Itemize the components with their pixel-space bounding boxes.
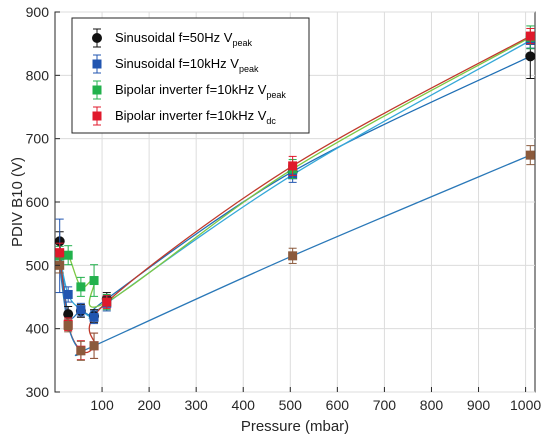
- legend-label-main: Sinusoidal f=10kHz V: [115, 56, 239, 71]
- x-tick-label: 900: [467, 397, 491, 413]
- data-point: [63, 286, 73, 303]
- point-marker: [63, 321, 73, 330]
- legend-label: Sinusoidal f=50Hz Vpeak: [115, 30, 252, 48]
- legend-entry: Bipolar inverter f=10kHz Vdc: [92, 106, 276, 126]
- y-tick-label: 600: [26, 194, 50, 210]
- data-point: [288, 155, 298, 176]
- data-point: [525, 27, 535, 45]
- point-marker: [525, 31, 535, 41]
- data-point: [76, 276, 86, 297]
- point-marker: [76, 282, 86, 292]
- y-tick-label: 800: [26, 67, 50, 83]
- legend-label-main: Sinusoidal f=50Hz V: [115, 30, 233, 45]
- x-ticks: 100 200 300 400 500 600 700 800 900 1000: [90, 387, 541, 413]
- x-tick-label: 100: [90, 397, 114, 413]
- x-tick-label: 200: [137, 397, 161, 413]
- x-tick-label: 700: [373, 397, 397, 413]
- point-marker: [288, 161, 298, 171]
- point-marker: [76, 305, 86, 315]
- point-marker: [525, 51, 536, 62]
- legend-label-sub: dc: [266, 116, 276, 126]
- point-marker: [288, 251, 298, 261]
- point-marker: [63, 289, 73, 299]
- point-marker: [63, 309, 74, 320]
- legend-label-sub: peak: [239, 64, 259, 74]
- grid: [55, 11, 535, 393]
- legend-entry: Sinusoidal f=10kHz Vpeak: [92, 54, 259, 74]
- y-tick-label: 500: [26, 257, 50, 273]
- legend-entry: Bipolar inverter f=10kHz Vpeak: [92, 80, 286, 100]
- y-axis-label: PDIV B10 (V): [9, 157, 26, 247]
- data-point: [288, 247, 298, 264]
- point-marker: [525, 150, 535, 160]
- legend-entry: Sinusoidal f=50Hz Vpeak: [92, 28, 252, 48]
- data-point: [63, 318, 73, 333]
- data-point: [76, 302, 86, 317]
- point-marker: [89, 276, 99, 286]
- legend-marker: [92, 59, 102, 69]
- y-ticks: 300 400 500 600 700 800 900: [26, 4, 60, 400]
- point-marker: [102, 297, 112, 307]
- point-marker: [55, 248, 65, 258]
- point-marker: [76, 346, 86, 356]
- data-point: [89, 310, 99, 325]
- legend-label: Bipolar inverter f=10kHz Vpeak: [115, 82, 286, 100]
- legend-label: Bipolar inverter f=10kHz Vdc: [115, 108, 276, 126]
- legend-marker: [92, 33, 102, 43]
- data-point: [102, 295, 112, 309]
- point-marker: [89, 341, 99, 351]
- point-marker: [63, 250, 73, 260]
- x-tick-label: 300: [184, 397, 208, 413]
- legend-label: Sinusoidal f=10kHz Vpeak: [115, 56, 259, 74]
- x-tick-label: 800: [420, 397, 444, 413]
- data-point: [63, 245, 73, 266]
- legend-label-sub: peak: [232, 38, 252, 48]
- x-axis-label: Pressure (mbar): [241, 418, 349, 435]
- y-tick-label: 900: [26, 4, 50, 20]
- data-point: [89, 264, 99, 297]
- x-tick-label: 1000: [510, 397, 541, 413]
- data-point: [89, 332, 99, 359]
- x-tick-label: 600: [326, 397, 350, 413]
- y-tick-label: 700: [26, 131, 50, 147]
- data-point: [525, 145, 535, 166]
- legend-marker: [92, 85, 102, 95]
- y-tick-label: 400: [26, 321, 50, 337]
- y-tick-label: 300: [26, 384, 50, 400]
- point-marker: [89, 312, 99, 322]
- x-tick-label: 400: [232, 397, 256, 413]
- legend-box: [71, 17, 310, 134]
- legend-label-main: Bipolar inverter f=10kHz V: [115, 108, 267, 123]
- legend-label-sub: peak: [266, 90, 286, 100]
- legend-marker: [92, 111, 102, 121]
- series-curve: [59, 36, 531, 308]
- legend-label-main: Bipolar inverter f=10kHz V: [115, 82, 267, 97]
- x-tick-label: 500: [279, 397, 303, 413]
- data-points: [54, 25, 536, 361]
- data-point: [76, 340, 86, 361]
